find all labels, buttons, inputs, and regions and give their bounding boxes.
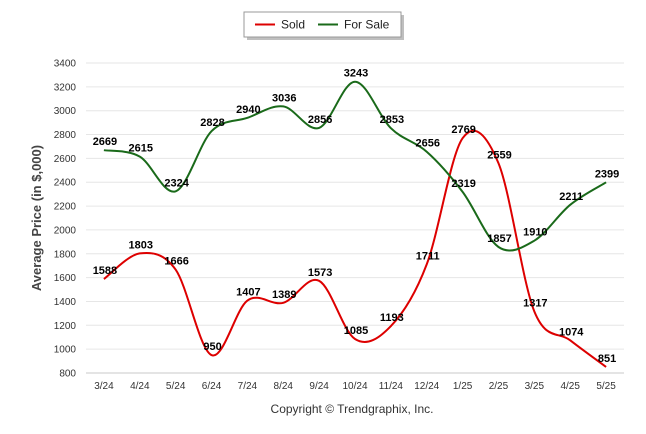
grid-lines — [86, 62, 624, 374]
data-label-for-sale: 2399 — [595, 168, 619, 180]
data-label-sold: 851 — [598, 353, 616, 365]
data-label-sold: 1389 — [272, 289, 296, 301]
x-tick-label: 5/25 — [596, 381, 616, 392]
data-label-sold: 1803 — [129, 239, 153, 251]
x-tick-label: 12/24 — [414, 381, 439, 392]
y-tick-label: 2200 — [54, 202, 77, 213]
data-label-sold: 1407 — [236, 287, 260, 299]
x-tick-label: 11/24 — [379, 381, 404, 392]
legend-label-sold: Sold — [281, 18, 305, 32]
x-tick-label: 1/25 — [453, 381, 473, 392]
y-tick-label: 2800 — [54, 130, 77, 141]
data-label-sold: 1573 — [308, 267, 332, 279]
y-tick-label: 800 — [59, 369, 76, 380]
data-label-for-sale: 1857 — [487, 233, 511, 245]
data-label-sold: 1074 — [559, 326, 584, 338]
data-label-sold: 2559 — [487, 149, 511, 161]
data-labels: 1588 1803 1666 950 1407 1389 1573 1085 1193 1711 2… — [93, 68, 620, 365]
y-tick-label: 1200 — [54, 321, 77, 332]
legend-label-for-sale: For Sale — [344, 18, 390, 32]
y-tick-label: 3000 — [54, 106, 77, 117]
data-label-for-sale: 3036 — [272, 92, 296, 104]
x-tick-labels: 3/24 4/24 5/24 6/24 7/24 8/24 9/24 10/24 11/24 12… — [94, 381, 616, 392]
x-tick-label: 3/25 — [525, 381, 545, 392]
data-label-for-sale: 2656 — [415, 138, 439, 150]
data-label-sold: 1588 — [93, 265, 117, 277]
data-label-for-sale: 2324 — [164, 177, 189, 189]
x-tick-label: 10/24 — [342, 381, 367, 392]
x-tick-label: 4/25 — [560, 381, 580, 392]
data-label-for-sale: 2669 — [93, 136, 117, 148]
y-tick-label: 1400 — [54, 297, 77, 308]
x-tick-label: 3/24 — [94, 381, 114, 392]
data-label-for-sale: 3243 — [344, 68, 368, 80]
series-line-sold — [103, 129, 607, 368]
data-label-for-sale: 2211 — [559, 191, 583, 203]
data-label-sold: 2769 — [451, 124, 475, 136]
series-line-for-sale — [103, 80, 607, 252]
copyright-text: Copyright © Trendgraphix, Inc. — [271, 402, 434, 416]
y-tick-labels: 800 1000 1200 1400 1600 1800 2000 2200 2400 2600 2… — [54, 59, 77, 380]
y-tick-label: 2600 — [54, 154, 77, 165]
data-label-for-sale: 1910 — [523, 227, 547, 239]
x-tick-label: 9/24 — [309, 381, 329, 392]
data-label-for-sale: 2853 — [380, 114, 404, 126]
y-tick-label: 2400 — [54, 178, 77, 189]
y-tick-label: 1000 — [54, 345, 77, 356]
data-label-for-sale: 2940 — [236, 104, 260, 116]
data-label-sold: 1317 — [523, 297, 547, 309]
y-tick-label: 1800 — [54, 249, 77, 260]
data-label-for-sale: 2615 — [129, 143, 153, 155]
y-tick-label: 1600 — [54, 273, 77, 284]
x-tick-label: 4/24 — [130, 381, 150, 392]
y-tick-label: 3400 — [54, 59, 77, 70]
x-tick-label: 7/24 — [238, 381, 258, 392]
y-axis-title: Average Price (in $,000) — [29, 145, 44, 291]
data-label-sold: 1085 — [344, 325, 368, 337]
data-label-sold: 1666 — [164, 256, 188, 268]
x-tick-label: 5/24 — [166, 381, 186, 392]
y-tick-label: 3200 — [54, 82, 77, 93]
x-tick-label: 6/24 — [202, 381, 222, 392]
x-tick-label: 2/25 — [489, 381, 509, 392]
data-label-sold: 1193 — [380, 312, 404, 324]
x-tick-label: 8/24 — [274, 381, 294, 392]
data-label-sold: 950 — [203, 341, 221, 353]
legend: Sold For Sale — [243, 11, 404, 40]
data-label-for-sale: 2828 — [200, 117, 224, 129]
data-label-sold: 1711 — [416, 250, 440, 262]
data-label-for-sale: 2856 — [308, 114, 332, 126]
series-lines — [103, 80, 607, 368]
data-label-for-sale: 2319 — [451, 178, 475, 190]
y-tick-label: 2000 — [54, 225, 77, 236]
